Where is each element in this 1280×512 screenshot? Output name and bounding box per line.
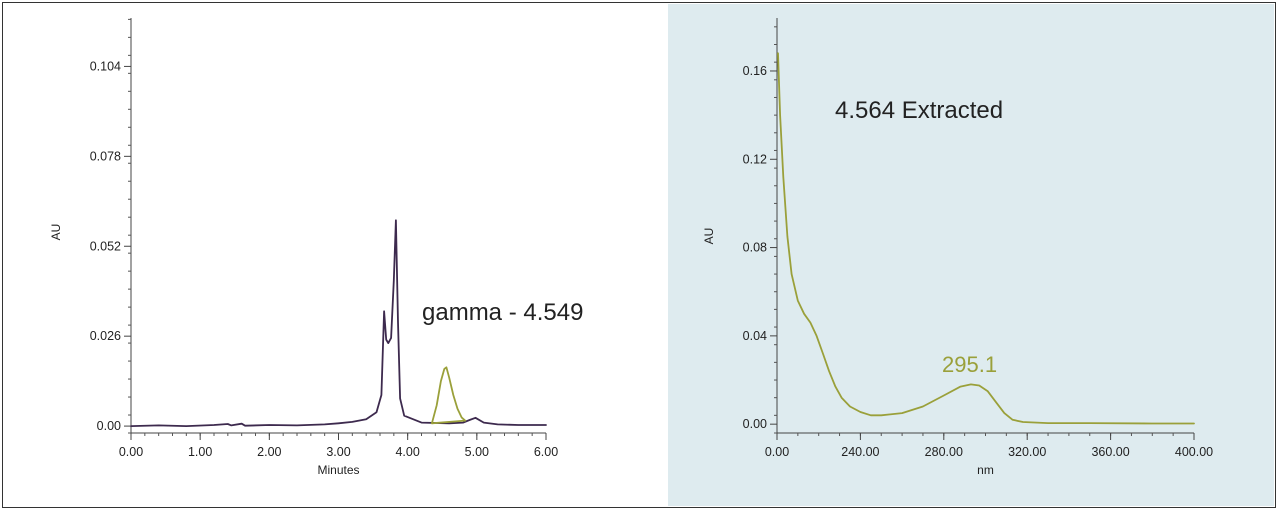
uv-spectrum-chart: 0.00 0.04 0.08 0.12 0.16 0.00 240.00 280.00 320.… — [702, 18, 1213, 477]
x-tick-label: 0.00 — [765, 445, 789, 459]
y-tick-label: 0.104 — [90, 59, 121, 73]
x-tick-label: 280.00 — [925, 445, 963, 459]
spectrum-line — [777, 52, 1195, 425]
peak-annotation: gamma - 4.549 — [422, 299, 583, 326]
gamma-baseline-line — [431, 419, 466, 425]
x-axis-label: nm — [977, 463, 994, 477]
chromatogram-line — [130, 219, 547, 427]
x-tick-label: 400.00 — [1175, 445, 1213, 459]
chromatogram-panel: 0.00 0.026 0.052 0.078 0.104 0.00 1.00 2.00 3.00… — [4, 4, 668, 506]
y-tick-label: 0.12 — [743, 152, 767, 166]
y-axis-label: AU — [702, 228, 716, 245]
x-tick-label: 4.00 — [395, 445, 419, 459]
x-tick-label: 240.00 — [841, 445, 879, 459]
y-tick-label: 0.00 — [743, 417, 767, 431]
y-axis-label: AU — [49, 224, 63, 241]
gamma-peak-line — [431, 366, 466, 425]
y-tick-label: 0.16 — [743, 64, 767, 78]
y-tick-label: 0.04 — [743, 329, 767, 343]
y-tick-label: 0.08 — [743, 241, 767, 255]
y-tick-label: 0.052 — [90, 239, 121, 253]
spectrum-title: 4.564 Extracted — [835, 97, 1003, 124]
chromatogram-chart: 0.00 0.026 0.052 0.078 0.104 0.00 1.00 2.00 3.00… — [49, 18, 583, 477]
x-tick-label: 360.00 — [1091, 445, 1129, 459]
y-tick-label: 0.078 — [90, 149, 121, 163]
x-tick-label: 6.00 — [534, 445, 558, 459]
uv-spectrum-panel: 0.00 0.04 0.08 0.12 0.16 0.00 240.00 280.00 320.… — [668, 4, 1274, 506]
x-tick-label: 5.00 — [465, 445, 489, 459]
x-tick-label: 3.00 — [326, 445, 350, 459]
lambda-max-annotation: 295.1 — [942, 352, 997, 377]
x-tick-label: 1.00 — [188, 445, 212, 459]
x-tick-label: 2.00 — [257, 445, 281, 459]
x-tick-label: 320.00 — [1008, 445, 1046, 459]
x-axis-label: Minutes — [317, 463, 359, 477]
y-tick-label: 0.00 — [97, 419, 121, 433]
y-tick-label: 0.026 — [90, 329, 121, 343]
x-tick-label: 0.00 — [119, 445, 143, 459]
